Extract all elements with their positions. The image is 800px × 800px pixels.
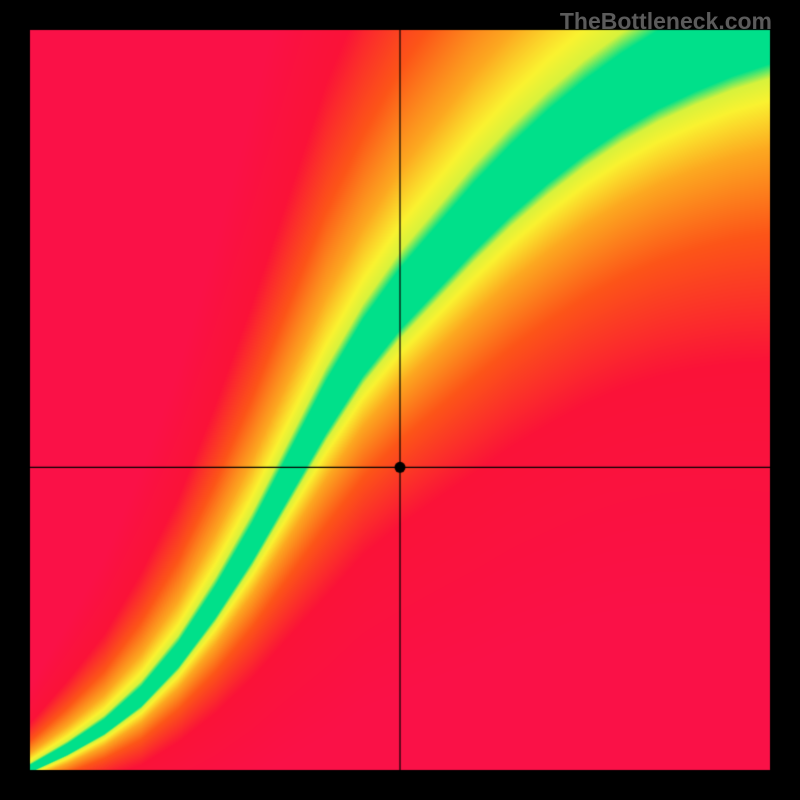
bottleneck-heatmap [0, 0, 800, 800]
attribution-text: TheBottleneck.com [560, 8, 772, 35]
chart-container: TheBottleneck.com [0, 0, 800, 800]
